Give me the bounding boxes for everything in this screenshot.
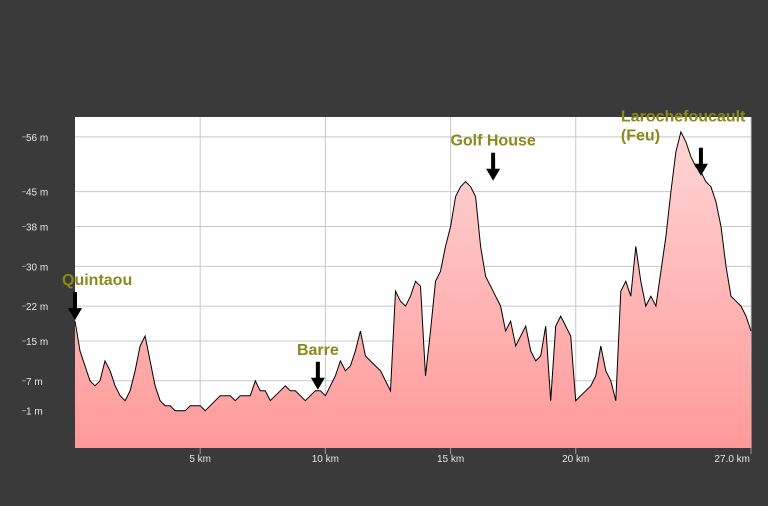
annotation-marker: Larochefoucault (Feu)	[621, 109, 746, 176]
annotation-label: Quintaou	[62, 272, 132, 289]
y-tick-label: 15 m	[26, 337, 48, 348]
y-tick-label: 22 m	[26, 302, 48, 313]
arrow-shaft	[73, 292, 77, 311]
annotation-marker: Golf House	[450, 133, 536, 181]
annotation-label: Larochefoucault	[621, 109, 746, 126]
x-tick-label: 5 km	[189, 454, 211, 465]
annotation-label: Barre	[297, 342, 339, 359]
x-axis: 5 km 10 km 15 km 20 km 27.0 km	[189, 448, 752, 465]
y-tick-label: 30 m	[26, 262, 48, 273]
y-tick-label: 45 m	[26, 188, 48, 199]
arrow-shaft	[698, 147, 703, 166]
elevation-line	[74, 130, 752, 412]
arrow-shaft	[315, 361, 320, 380]
y-tick-label: 56 m	[26, 133, 48, 144]
x-tick-label: 15 km	[437, 454, 464, 465]
x-tick-label: 20 km	[562, 454, 589, 465]
x-tick-label: 10 km	[312, 454, 339, 465]
x-tick-label: 27.0 km	[714, 454, 750, 465]
arrow-down-icon	[693, 163, 708, 176]
y-tick-label: 7 m	[26, 377, 43, 388]
arrow-down-icon	[486, 168, 501, 181]
annotation-marker: Quintaou	[62, 272, 132, 321]
arrow-shaft	[491, 152, 496, 171]
y-tick-label: 1 m	[26, 407, 43, 418]
y-tick-label: 38 m	[26, 223, 48, 234]
annotation-label: (Feu)	[621, 128, 660, 145]
arrow-down-icon	[68, 308, 82, 321]
y-axis: 56 m 45 m 38 m 30 m 22 m 15 m 7 m 1 m	[22, 133, 48, 418]
annotation-marker: Barre	[297, 342, 339, 390]
arrow-down-icon	[310, 377, 325, 390]
annotation-label: Golf House	[450, 133, 535, 150]
annotations: Quintaou Barre Golf House Larochefoucault (F…	[62, 109, 746, 390]
